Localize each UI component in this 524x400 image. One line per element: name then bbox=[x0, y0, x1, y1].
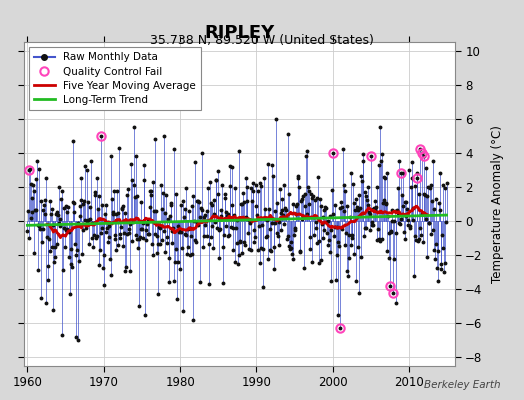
Text: 35.738 N, 89.520 W (United States): 35.738 N, 89.520 W (United States) bbox=[150, 34, 374, 46]
Text: Berkeley Earth: Berkeley Earth bbox=[424, 380, 500, 390]
Legend: Raw Monthly Data, Quality Control Fail, Five Year Moving Average, Long-Term Tren: Raw Monthly Data, Quality Control Fail, … bbox=[29, 47, 201, 110]
Y-axis label: Temperature Anomaly (°C): Temperature Anomaly (°C) bbox=[491, 125, 504, 283]
Title: RIPLEY: RIPLEY bbox=[204, 24, 275, 42]
